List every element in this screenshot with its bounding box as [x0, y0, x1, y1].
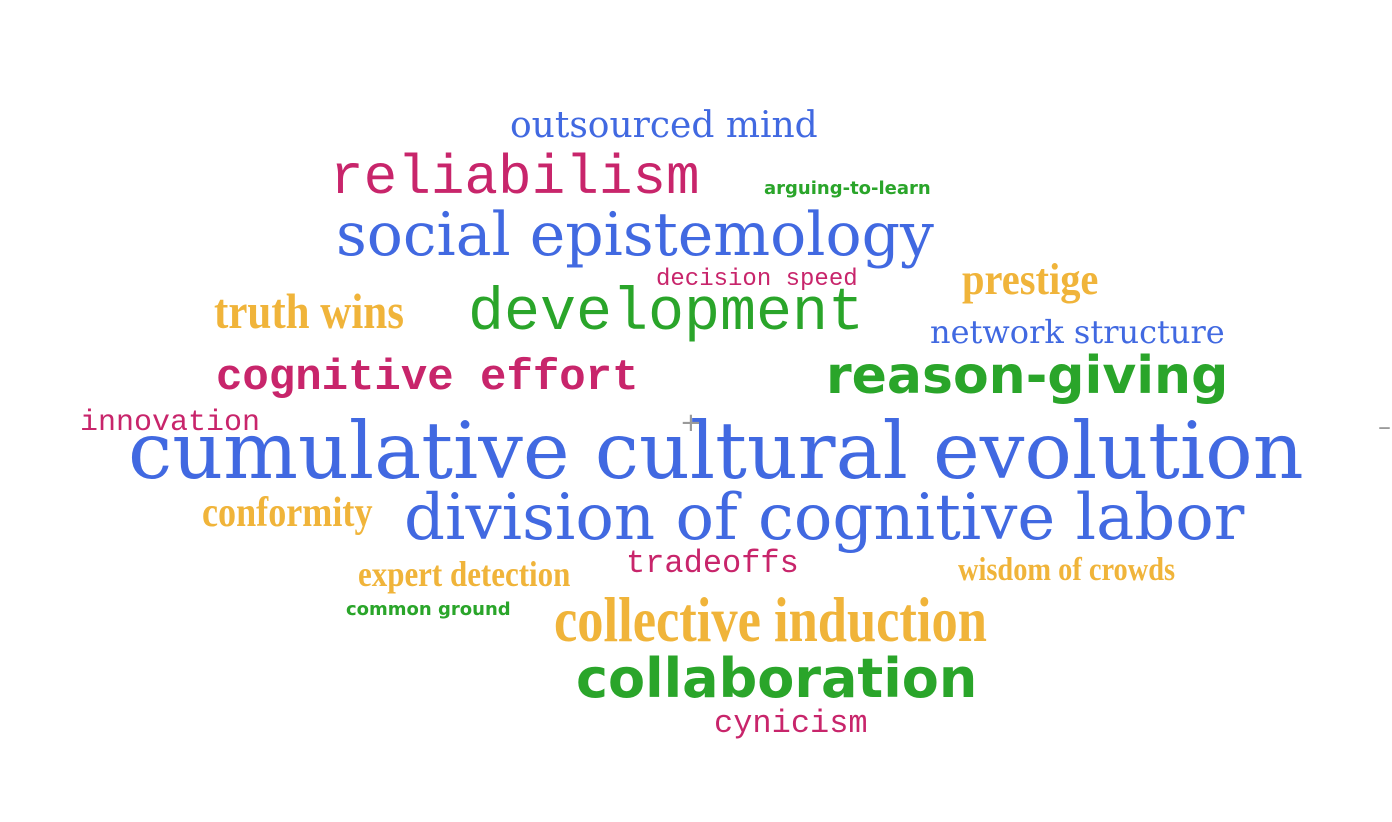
- word-conformity: conformity: [202, 490, 373, 536]
- word-cognitive-effort: cognitive effort: [216, 353, 639, 403]
- word-innovation: innovation: [80, 406, 261, 440]
- word-network-structure: network structure: [930, 313, 1225, 351]
- word-truth-wins: truth wins: [214, 283, 404, 339]
- word-development: development: [468, 280, 865, 348]
- word-expert-detection: expert detection: [358, 554, 571, 594]
- word-tradeoffs: tradeoffs: [626, 545, 799, 582]
- word-reliabilism: reliabilism: [330, 146, 700, 210]
- crosshair-cursor-icon: +: [680, 408, 702, 438]
- word-prestige: prestige: [962, 255, 1099, 304]
- resize-handle-icon[interactable]: –: [1378, 412, 1391, 442]
- word-cynicism: cynicism: [714, 705, 868, 742]
- word-arguing-to-learn: arguing-to-learn: [764, 178, 931, 199]
- word-common-ground: common ground: [346, 599, 511, 620]
- word-collaboration: collaboration: [576, 647, 978, 710]
- word-reason-giving: reason-giving: [826, 346, 1229, 406]
- word-cumulative-cultural-evolution: cumulative cultural evolution: [128, 405, 1304, 497]
- word-division-of-cognitive-labor: division of cognitive labor: [404, 481, 1245, 555]
- word-collective-induction: collective induction: [554, 584, 987, 655]
- word-decision-speed: decision speed: [656, 266, 858, 293]
- word-wisdom-of-crowds: wisdom of crowds: [958, 552, 1176, 588]
- word-outsourced-mind: outsourced mind: [510, 105, 818, 146]
- word-social-epistemology: social epistemology: [336, 200, 934, 270]
